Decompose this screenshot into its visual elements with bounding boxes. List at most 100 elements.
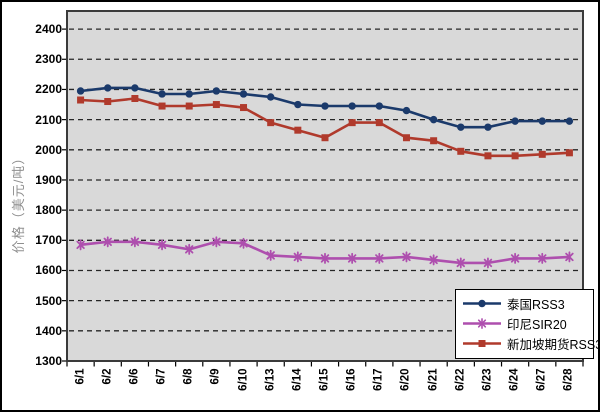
data-point-asterisk: [293, 251, 303, 263]
data-point-circle: [457, 123, 465, 131]
data-point-square: [294, 126, 302, 134]
y-tick-label: 2200: [35, 82, 62, 97]
y-tick-label: 2100: [35, 112, 62, 127]
data-point-square: [457, 147, 465, 155]
x-tick-label: 6/6: [128, 368, 141, 384]
legend: 泰国RSS3 印尼SIR20 新加坡期货RSS3: [455, 289, 598, 359]
data-point-asterisk: [157, 239, 167, 251]
data-point-asterisk: [483, 257, 493, 269]
data-point-square: [484, 152, 492, 160]
data-point-circle: [375, 102, 384, 110]
data-point-square: [538, 150, 546, 158]
legend-square-marker-icon: [463, 339, 501, 347]
data-point-circle: [511, 117, 519, 125]
x-tick-label: 6/17: [372, 368, 385, 391]
y-tick-label: 1600: [35, 263, 62, 278]
x-tick-label: 6/21: [427, 368, 440, 391]
data-point-square: [267, 119, 275, 127]
legend-asterisk-marker-icon: [463, 317, 501, 329]
data-point-asterisk: [266, 249, 275, 261]
data-point-circle: [294, 100, 302, 109]
data-point-asterisk: [347, 252, 357, 264]
data-point-square: [240, 104, 248, 112]
x-tick-label: 6/13: [264, 368, 277, 391]
data-point-asterisk: [185, 243, 194, 255]
data-point-asterisk: [565, 251, 574, 263]
y-tick-label: 2400: [35, 22, 62, 37]
x-tick-label: 6/27: [535, 368, 548, 391]
plot-border: [66, 10, 584, 362]
x-tick-label: 6/15: [318, 368, 331, 391]
legend-label: 新加坡期货RSS3: [507, 337, 600, 352]
data-point-asterisk: [239, 237, 248, 249]
y-tick-label: 2300: [35, 52, 62, 67]
data-point-square: [77, 96, 85, 104]
y-tick-label: 1400: [35, 323, 62, 338]
data-point-circle: [185, 90, 193, 98]
x-tick-label: 6/22: [454, 368, 467, 391]
data-point-asterisk: [76, 239, 85, 251]
data-point-circle: [76, 87, 85, 95]
data-point-asterisk: [130, 236, 140, 248]
data-point-circle: [538, 117, 546, 125]
legend-label: 印尼SIR20: [507, 317, 567, 332]
y-tick-label: 2000: [35, 142, 62, 157]
data-point-asterisk: [103, 236, 112, 248]
data-point-square: [375, 119, 383, 127]
x-tick-label: 6/2: [101, 368, 114, 384]
data-point-circle: [239, 90, 248, 98]
data-point-square: [321, 134, 329, 142]
data-point-square: [158, 102, 166, 110]
legend-item: 新加坡期货RSS3: [462, 333, 598, 353]
data-point-circle: [565, 117, 574, 125]
legend-label: 泰国RSS3: [507, 297, 565, 312]
data-point-square: [511, 152, 519, 160]
data-point-circle: [484, 123, 492, 131]
y-tick-label: 1500: [35, 293, 62, 308]
data-point-circle: [321, 102, 329, 110]
x-tick-label: 6/23: [481, 368, 494, 391]
data-point-circle: [478, 299, 486, 307]
x-tick-label: 6/14: [291, 368, 304, 391]
data-point-circle: [266, 93, 275, 101]
data-point-circle: [131, 84, 139, 92]
data-point-asterisk: [402, 251, 411, 263]
data-point-asterisk: [477, 317, 487, 329]
data-point-asterisk: [429, 254, 438, 266]
data-point-circle: [402, 106, 411, 115]
data-point-square: [565, 149, 573, 157]
x-tick-label: 6/7: [155, 368, 168, 384]
data-point-circle: [104, 84, 112, 92]
series-thailand-rss3: [76, 84, 574, 131]
data-point-circle: [212, 87, 221, 95]
x-tick-label: 6/28: [562, 368, 575, 391]
x-tick-label: 6/16: [345, 368, 358, 391]
data-point-square: [212, 101, 220, 109]
x-tick-label: 6/9: [209, 368, 222, 384]
data-point-asterisk: [510, 252, 520, 264]
y-tick-label: 1300: [35, 354, 62, 368]
data-point-asterisk: [212, 236, 221, 248]
data-point-square: [402, 134, 410, 142]
series-singapore-futures-rss3: [77, 95, 573, 160]
legend-circle-marker-icon: [463, 299, 501, 307]
data-point-circle: [158, 90, 166, 98]
x-tick-label: 6/8: [182, 368, 195, 384]
data-point-square: [348, 119, 356, 127]
x-tick-label: 6/20: [399, 368, 412, 391]
gridlines: [69, 28, 581, 332]
data-point-asterisk: [375, 252, 384, 264]
data-point-square: [478, 339, 486, 347]
data-point-square: [104, 98, 112, 106]
data-point-circle: [429, 115, 438, 124]
y-tick-label: 1700: [35, 233, 62, 248]
data-point-square: [131, 95, 139, 102]
x-tick-label: 6/24: [508, 368, 521, 391]
data-point-circle: [348, 102, 356, 110]
data-point-square: [430, 137, 438, 145]
x-tick-label: 6/1: [74, 368, 87, 384]
data-point-asterisk: [320, 252, 330, 264]
series-indonesia-sir20: [76, 236, 574, 269]
